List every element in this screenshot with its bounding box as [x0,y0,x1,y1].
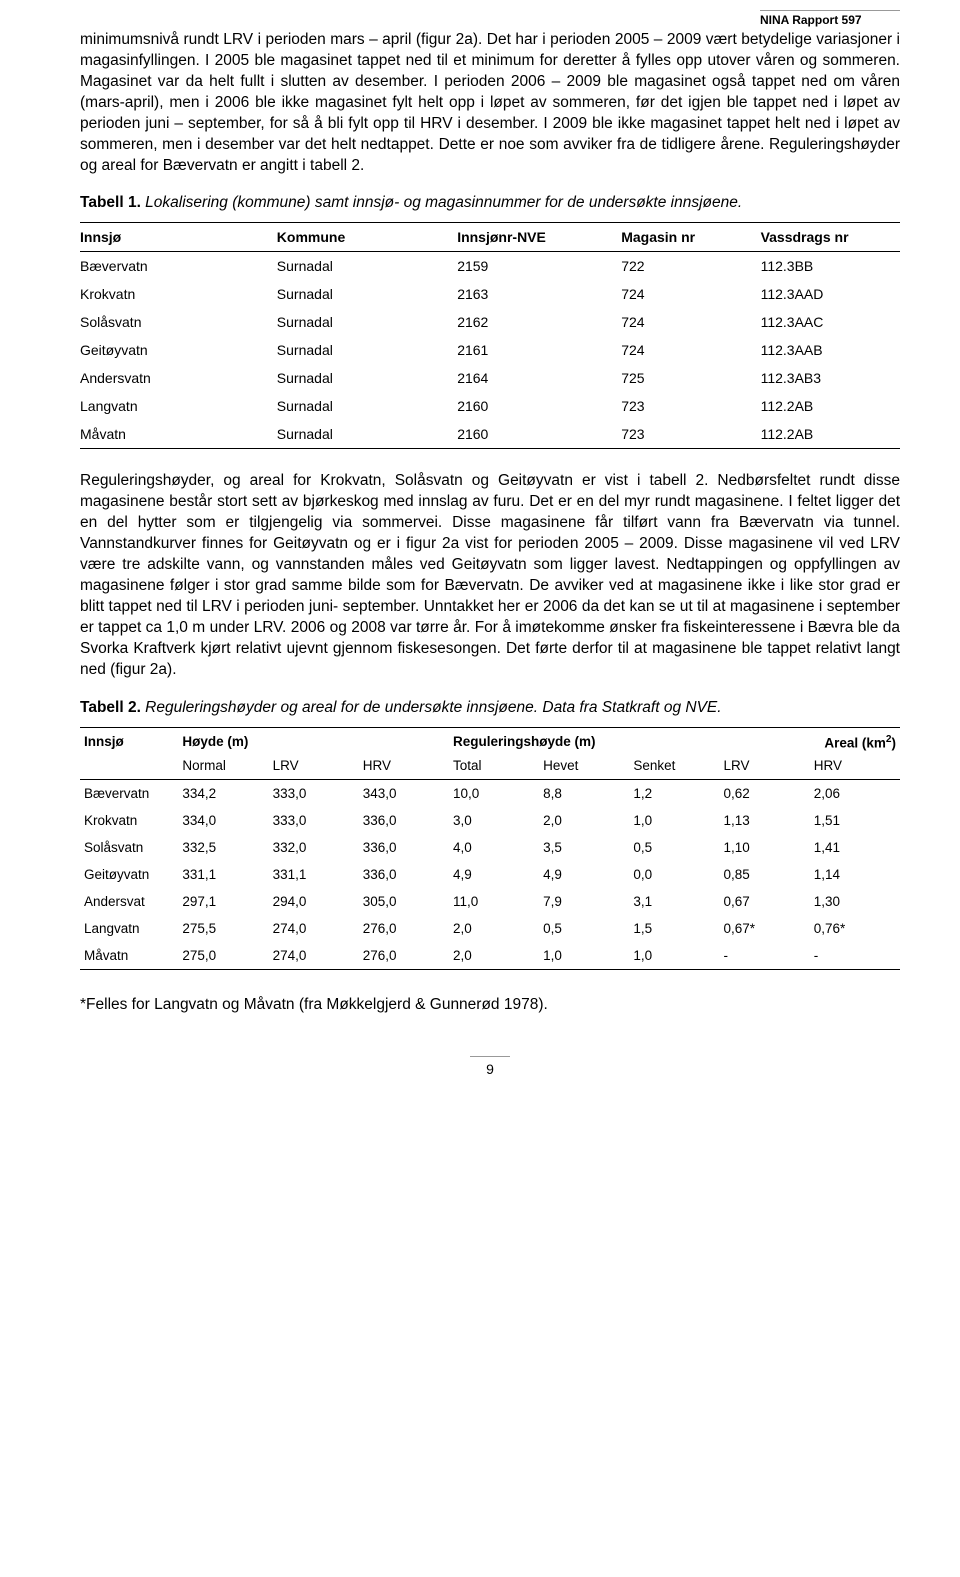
table2-label: Tabell 2. [80,699,141,716]
table-row: KrokvatnSurnadal2163724112.3AAD [80,280,900,308]
table-row: Måvatn275,0274,0276,02,01,01,0-- [80,942,900,970]
table-row: Andersvat297,1294,0305,011,07,93,10,671,… [80,888,900,915]
table-1: Innsjø Kommune Innsjønr-NVE Magasin nr V… [80,222,900,449]
footnote: *Felles for Langvatn og Måvatn (fra Møkk… [80,996,900,1014]
report-header: NINA Rapport 597 [760,10,900,27]
table-row: BævervatnSurnadal2159722112.3BB [80,252,900,281]
table2-caption-text: Reguleringshøyder og areal for de unders… [141,699,722,716]
t1-h4: Vassdrags nr [761,223,900,252]
table-row: SolåsvatnSurnadal2162724112.3AAC [80,308,900,336]
table-row: LangvatnSurnadal2160723112.2AB [80,392,900,420]
table-row: Solåsvatn332,5332,0336,04,03,50,51,101,4… [80,834,900,861]
table-row: GeitøyvatnSurnadal2161724112.3AAB [80,336,900,364]
paragraph-1: minimumsnivå rundt LRV i perioden mars –… [80,30,900,176]
paragraph-2: Reguleringshøyder, og areal for Krokvatn… [80,471,900,680]
t1-h0: Innsjø [80,223,277,252]
table-row: Langvatn275,5274,0276,02,00,51,50,67*0,7… [80,915,900,942]
t2-th-innsjo: Innsjø [80,727,178,754]
page-number: 9 [470,1056,510,1077]
table1-caption: Tabell 1. Lokalisering (kommune) samt in… [80,194,900,212]
table2-header-row-2: Normal LRV HRV Total Hevet Senket LRV HR… [80,754,900,780]
table-row: Krokvatn334,0333,0336,03,02,01,01,131,51 [80,807,900,834]
t2-th-hoyde: Høyde (m) [178,727,449,754]
t1-h3: Magasin nr [621,223,760,252]
table-row: MåvatnSurnadal2160723112.2AB [80,420,900,449]
table1-label: Tabell 1. [80,194,141,211]
table2-caption: Tabell 2. Reguleringshøyder og areal for… [80,699,900,717]
table1-caption-text: Lokalisering (kommune) samt innsjø- og m… [141,194,742,211]
table-row: Bævervatn334,2333,0343,010,08,81,20,622,… [80,780,900,808]
t2-th-areal: Areal (km2) [720,727,900,754]
table-row: Geitøyvatn331,1331,1336,04,94,90,00,851,… [80,861,900,888]
table-2: Innsjø Høyde (m) Reguleringshøyde (m) Ar… [80,727,900,971]
t2-th-reg: Reguleringshøyde (m) [449,727,720,754]
table-row: AndersvatnSurnadal2164725112.3AB3 [80,364,900,392]
table1-header-row: Innsjø Kommune Innsjønr-NVE Magasin nr V… [80,223,900,252]
t1-h1: Kommune [277,223,457,252]
t1-h2: Innsjønr-NVE [457,223,621,252]
table2-header-row-1: Innsjø Høyde (m) Reguleringshøyde (m) Ar… [80,727,900,754]
